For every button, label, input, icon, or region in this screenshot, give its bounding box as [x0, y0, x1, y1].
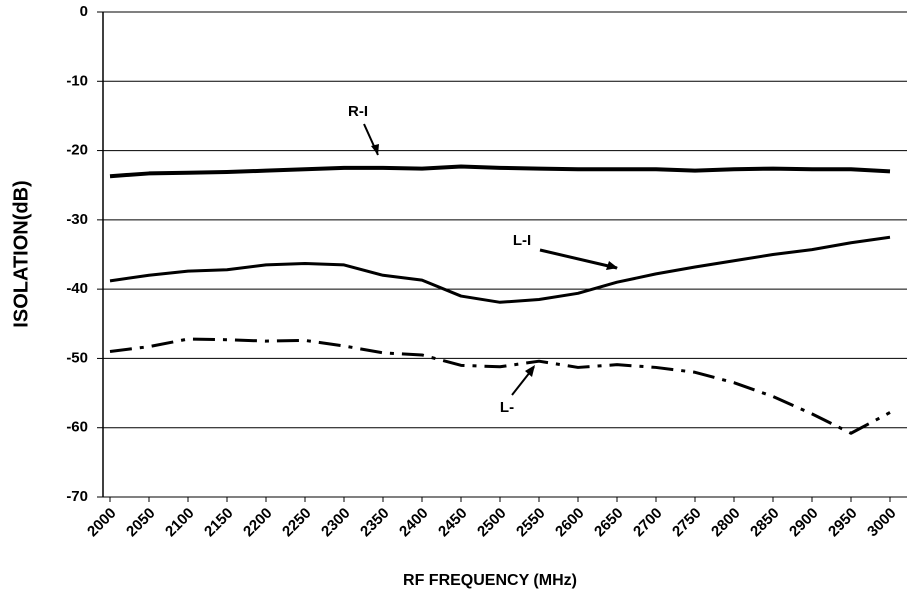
- y-tick-label: -40: [66, 280, 88, 297]
- x-tick-label: 2050: [123, 505, 159, 541]
- annotation-arrowhead: [606, 261, 618, 270]
- annotation-l-i: L-I: [513, 232, 531, 249]
- x-tick-label: 2450: [435, 505, 471, 541]
- x-tick-label: 2250: [279, 505, 315, 541]
- x-tick-label: 2500: [474, 505, 510, 541]
- x-tick-label: 2800: [708, 505, 744, 541]
- y-tick-label: 0: [80, 3, 88, 20]
- x-tick-label: 2200: [240, 505, 276, 541]
- series-line: [109, 235, 891, 304]
- y-tick-label: -10: [66, 72, 88, 89]
- annotation-r-i: R-I: [348, 103, 368, 120]
- y-axis-title: ISOLATION(dB): [10, 180, 32, 327]
- series-line: [109, 164, 891, 179]
- x-tick-label: 2850: [747, 505, 783, 541]
- x-tick-label: 2400: [396, 505, 432, 541]
- annotation-arrowhead: [371, 144, 379, 155]
- annotation-l: L-: [500, 399, 514, 416]
- x-tick-label: 2150: [201, 505, 237, 541]
- x-tick-label: 2600: [552, 505, 588, 541]
- x-tick-label: 2900: [786, 505, 822, 541]
- x-tick-label: 2100: [162, 505, 198, 541]
- x-tick-label: 3000: [864, 505, 900, 541]
- x-tick-label: 2300: [318, 505, 354, 541]
- annotation-arrow: [539, 248, 618, 270]
- x-tick-label: 2650: [591, 505, 627, 541]
- y-tick-label: -20: [66, 142, 88, 159]
- y-tick-label: -70: [66, 488, 88, 505]
- x-tick-label: 2350: [357, 505, 393, 541]
- y-tick-label: -50: [66, 349, 88, 366]
- series-line: [109, 337, 891, 435]
- x-axis-title: RF FREQUENCY (MHz): [403, 572, 577, 589]
- x-tick-label: 2000: [84, 505, 120, 541]
- x-tick-label: 2950: [825, 505, 861, 541]
- x-tick-label: 2700: [630, 505, 666, 541]
- annotation-arrowhead: [525, 365, 535, 377]
- x-tick-label: 2550: [513, 505, 549, 541]
- y-tick-label: -30: [66, 211, 88, 228]
- x-tick-label: 2750: [669, 505, 705, 541]
- y-tick-label: -60: [66, 419, 88, 436]
